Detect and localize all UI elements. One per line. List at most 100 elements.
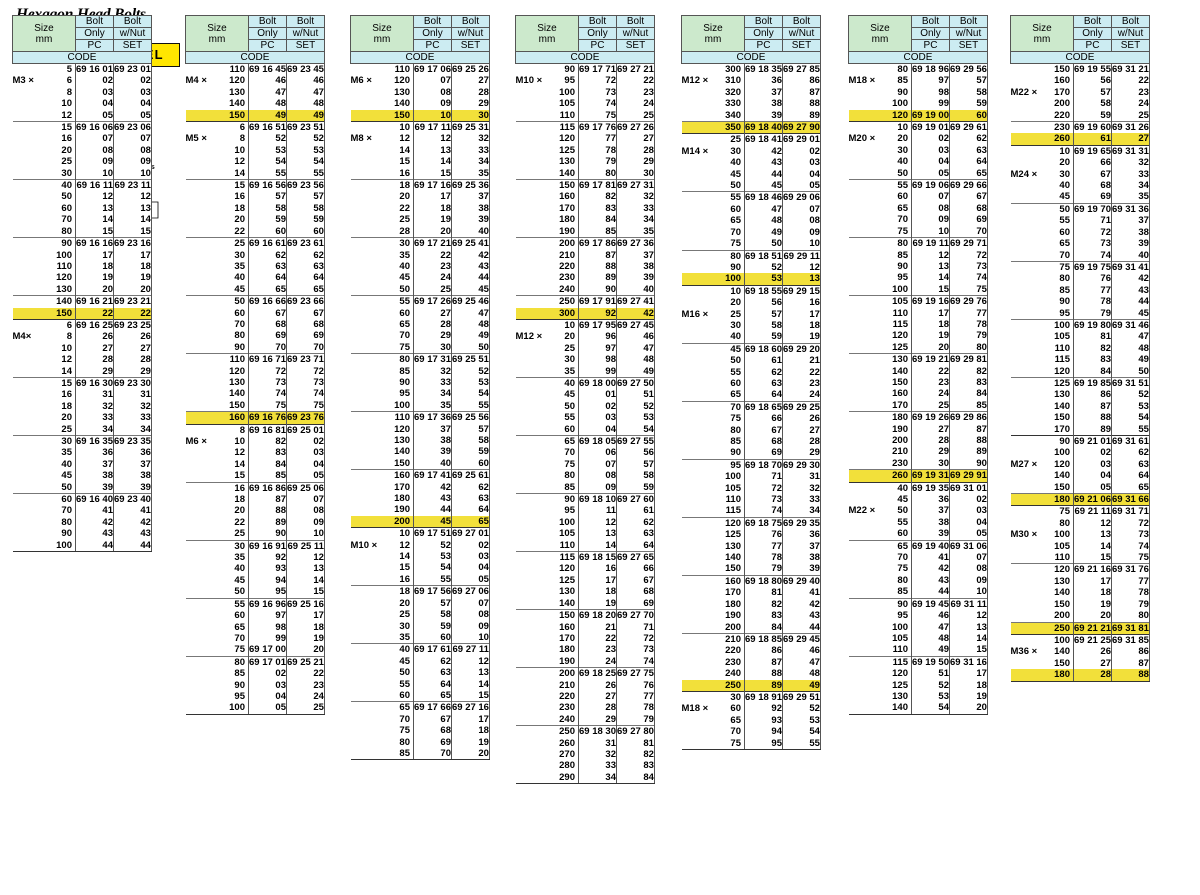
code-set-cell: 69 29 81	[948, 353, 988, 366]
size-cell: 60	[13, 203, 76, 214]
code-set-cell: 66	[615, 563, 655, 575]
table-row: 140 69 16 21 69 23 21	[12, 295, 152, 308]
code-pc-cell: 22	[911, 365, 950, 377]
header-set: SET	[1110, 39, 1150, 52]
code-set-cell: 39	[450, 214, 490, 226]
size-value: 180	[559, 644, 575, 656]
table-row: 70 99 19	[186, 632, 325, 645]
size-cell: M12 × 20	[516, 331, 579, 342]
code-set-cell: 28	[450, 86, 490, 99]
code-pc-cell: 73	[248, 376, 287, 389]
size-cell: 20	[13, 145, 76, 156]
table-row: 18 87 07	[186, 494, 325, 506]
code-pc-cell: 99	[248, 632, 287, 645]
table-row: 50 25 45	[351, 283, 490, 296]
size-cell: 95	[849, 272, 912, 283]
code-set-cell: 64	[1110, 470, 1150, 482]
code-pc-cell: 30	[911, 457, 950, 470]
code-pc-cell: 34	[578, 771, 617, 785]
code-pc-cell: 29	[578, 713, 617, 726]
size-value: 95	[897, 610, 908, 622]
code-pc-cell: 69 16 76	[248, 411, 287, 425]
code-set-cell: 69	[948, 214, 988, 226]
size-cell: 65	[682, 389, 745, 401]
size-cell: 110	[682, 494, 745, 505]
family-label: M30 ×	[1010, 529, 1038, 541]
table-row: M12 × 310 36 86	[682, 75, 821, 87]
code-pc-cell: 36	[75, 447, 114, 459]
size-value: 10	[564, 319, 575, 331]
code-set-cell: 19	[948, 690, 988, 703]
size-cell: 230	[516, 702, 579, 713]
size-value: 95	[399, 388, 410, 400]
table-header-row: Size mm Bolt Bolt	[12, 15, 152, 52]
table-row: 150 27 87	[1011, 657, 1150, 670]
size-value: 130	[394, 435, 410, 446]
code-pc-cell: 69 17 76	[578, 121, 617, 134]
code-pc-cell: 66	[1073, 157, 1112, 169]
table-row: 40 69 19 35 69 31 01	[848, 481, 988, 495]
family-label: M10 ×	[350, 539, 378, 551]
code-pc-cell: 03	[248, 679, 287, 691]
code-pc-cell: 08	[413, 86, 452, 99]
code-set-cell: 14	[450, 678, 490, 690]
code-set-cell: 26	[781, 413, 821, 425]
size-cell: 70	[13, 505, 76, 516]
code-pc-cell: 67	[1073, 168, 1112, 181]
size-value: 240	[559, 283, 575, 295]
code-set-cell: 69 27 60	[615, 493, 655, 506]
code-set-cell: 69 27 26	[615, 121, 655, 134]
code-set-cell: 87	[1110, 657, 1150, 670]
code-pc-cell: 42	[911, 563, 950, 575]
table-row: 95 04 24	[186, 690, 325, 703]
size-cell: 22	[186, 517, 249, 528]
size-cell: 10	[681, 284, 745, 298]
size-cell: M10 × 95	[516, 75, 579, 86]
table-row: 180 28 88	[1010, 669, 1150, 682]
size-value: 30	[234, 249, 245, 261]
size-value: 100	[725, 273, 741, 285]
code-set-cell: 44	[781, 621, 821, 634]
code-pc-cell: 09	[413, 98, 452, 110]
size-cell: 100	[351, 400, 414, 412]
code-set-cell: 69 31 31	[1110, 144, 1150, 158]
code-set-cell: 69 23 11	[112, 179, 152, 192]
code-set-cell: 03	[948, 505, 988, 517]
code-pc-cell: 28	[578, 702, 617, 714]
code-set-cell: 86	[781, 75, 821, 87]
code-pc-cell: 12	[75, 191, 114, 203]
size-cell: 85	[516, 482, 579, 494]
table-row: 160 69 17 41 69 25 61	[350, 469, 490, 482]
code-set-cell: 64	[948, 156, 988, 168]
code-set-cell: 89	[781, 109, 821, 122]
size-cell: 80	[682, 425, 745, 436]
size-cell: 75	[682, 238, 745, 250]
code-pc-cell: 17	[578, 574, 617, 587]
size-cell: 60	[12, 493, 76, 506]
table-row: 230 89 39	[516, 272, 655, 284]
code-pc-cell: 96	[578, 331, 617, 343]
table-row: 100 69 19 80 69 31 46	[1010, 318, 1150, 332]
size-value: 60	[61, 202, 72, 214]
code-table-6: Size mm Bolt Bolt Only w/Nut PC SET CODE …	[848, 15, 988, 715]
size-value: 8	[239, 133, 245, 145]
table-row: 95 69 18 70 69 29 30	[681, 458, 821, 472]
code-pc-cell: 29	[75, 365, 114, 378]
table-row: 90 69 19 45 69 31 11	[848, 597, 988, 611]
code-pc-cell: 57	[413, 597, 452, 610]
size-value: 45	[234, 283, 245, 295]
code-set-cell: 51	[615, 389, 655, 401]
code-set-cell: 12	[948, 610, 988, 622]
size-cell: 150	[185, 109, 249, 122]
size-value: 20	[399, 597, 410, 609]
table-row: 40 04 64	[849, 156, 988, 168]
table-row: 200 69 18 25 69 27 75	[515, 667, 655, 680]
size-cell: 160	[350, 469, 414, 482]
size-value: 150	[725, 563, 741, 575]
table-row: 20 17 37	[351, 191, 490, 203]
code-pc-cell: 56	[744, 297, 783, 309]
code-pc-cell: 80	[578, 167, 617, 180]
table-header-row-3: PC SET	[682, 39, 821, 52]
size-value: 110	[559, 109, 575, 121]
table-row: M5 × 8 52 52	[186, 133, 325, 145]
